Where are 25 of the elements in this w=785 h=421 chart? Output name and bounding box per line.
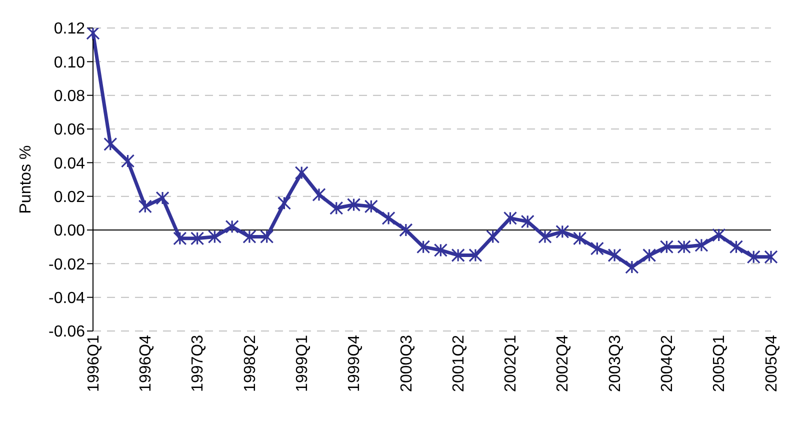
x-tick-label: 1999Q4 — [346, 334, 364, 392]
y-tick-label: 0.12 — [54, 20, 86, 38]
x-tick-label: 2003Q3 — [606, 334, 624, 392]
x-tick-label: 2000Q3 — [398, 334, 416, 392]
y-tick-label: 0.00 — [54, 222, 86, 240]
x-tick-label: 1996Q4 — [138, 334, 155, 392]
y-tick-label: 0.10 — [54, 54, 86, 72]
y-tick-label: -0.06 — [48, 324, 86, 341]
y-tick-label: 0.08 — [54, 88, 86, 106]
y-tick-label: -0.02 — [48, 256, 86, 274]
x-tick-label: 2001Q2 — [450, 334, 468, 392]
x-tick-label: 2005Q1 — [711, 334, 728, 392]
x-tick-label: 1999Q1 — [294, 334, 311, 392]
x-tick-label: 2002Q1 — [502, 334, 520, 392]
x-tick-label: 1998Q2 — [242, 334, 259, 392]
y-tick-label: 0.06 — [54, 122, 86, 139]
y-tick-label: 0.04 — [54, 155, 86, 172]
y-axis-title: Puntos % — [18, 145, 35, 214]
x-tick-label: 1997Q3 — [190, 334, 207, 392]
x-tick-label: 1996Q1 — [85, 334, 102, 392]
x-tick-label: 2005Q4 — [763, 334, 780, 392]
y-tick-label: 0.02 — [54, 189, 86, 206]
y-tick-label: -0.04 — [48, 290, 86, 308]
x-tick-label: 2004Q2 — [659, 334, 676, 392]
x-tick-label: 2002Q4 — [554, 334, 572, 392]
